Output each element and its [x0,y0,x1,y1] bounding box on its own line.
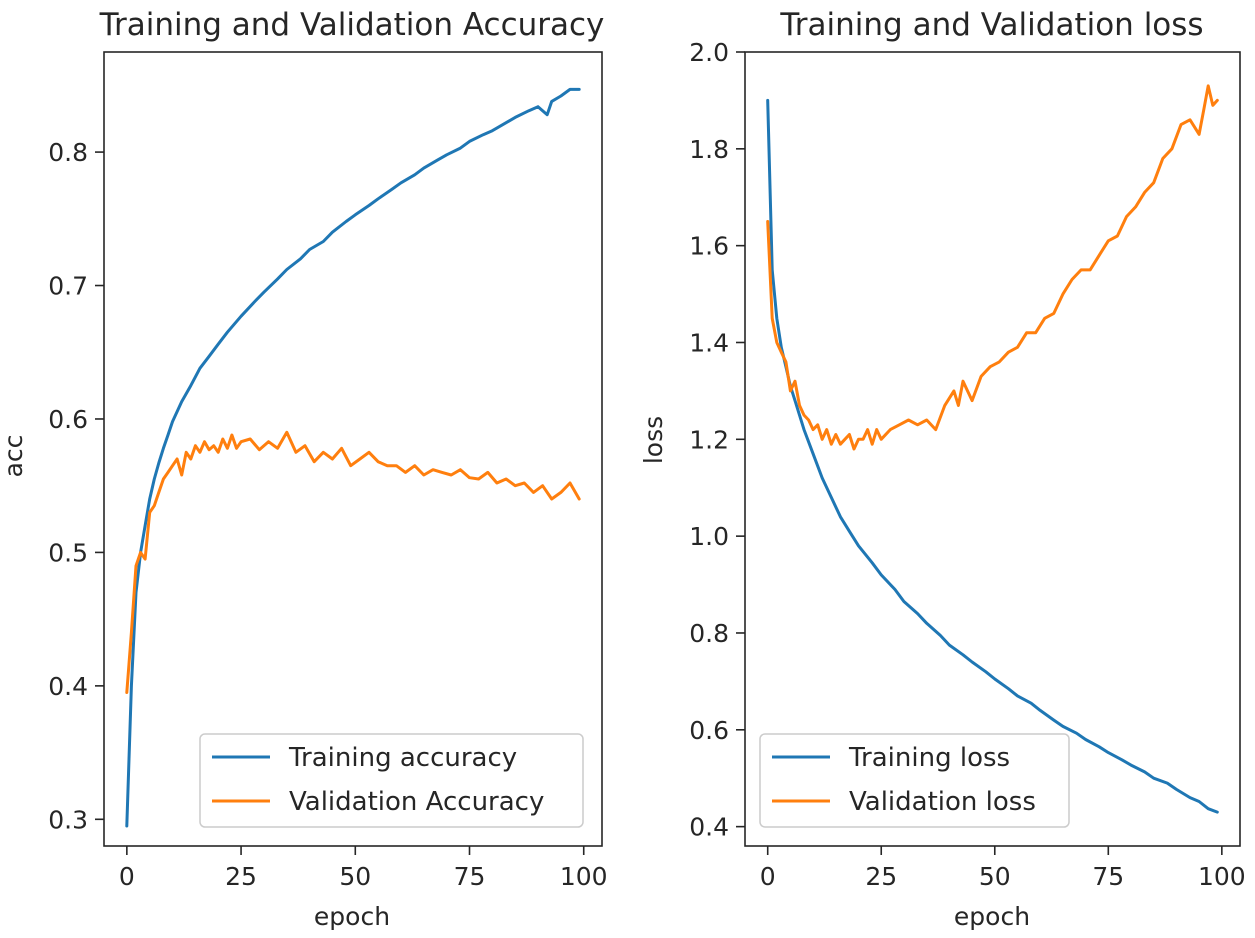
loss-y-axis-label: loss [639,416,668,464]
loss-legend-label-training: Training loss [848,743,1010,773]
loss-chart-title: Training and Validation loss [779,7,1203,43]
accuracy-y-tick-label: 0.6 [48,405,88,434]
loss-x-tick-label: 100 [1198,862,1246,891]
accuracy-x-tick-label: 100 [560,862,608,891]
accuracy-y-tick-label: 0.5 [48,538,88,567]
loss-y-tick-label: 0.6 [689,716,729,745]
loss-x-tick-label: 50 [979,862,1011,891]
loss-y-tick-label: 0.8 [689,619,729,648]
loss-legend-box [759,733,1070,828]
loss-legend-label-validation: Validation loss [849,787,1036,817]
accuracy-y-axis-label: acc [0,435,28,478]
accuracy-x-tick-label: 25 [225,862,257,891]
accuracy-x-tick-label: 50 [339,862,371,891]
loss-y-tick-label: 2.0 [689,38,729,67]
accuracy-series-validation-line [125,430,581,694]
loss-series-training-line [766,98,1219,814]
loss-x-tick-label: 75 [1092,862,1124,891]
accuracy-legend-label-validation: Validation Accuracy [289,787,544,817]
loss-x-tick-label: 25 [865,862,897,891]
loss-y-tick-label: 1.0 [689,522,729,551]
loss-axes-frame [744,51,1241,847]
accuracy-x-axis-label: epoch [314,902,390,931]
loss-y-tick-label: 0.4 [689,813,729,842]
accuracy-axes-frame [103,51,603,847]
loss-chart: Training and Validation loss epoch loss … [639,7,1246,931]
accuracy-y-tick-label: 0.8 [48,138,88,167]
accuracy-legend-label-training: Training accuracy [288,743,517,773]
loss-y-tick-label: 1.6 [689,232,729,261]
accuracy-x-tick-label: 75 [454,862,486,891]
loss-series-validation-line [766,84,1219,451]
loss-y-tick-label: 1.8 [689,135,729,164]
loss-y-tick-label: 1.2 [689,425,729,454]
accuracy-chart-title: Training and Validation Accuracy [99,7,605,43]
loss-y-tick-label: 1.4 [689,328,729,357]
accuracy-chart: Training and Validation Accuracy epoch a… [0,7,608,931]
loss-x-tick-label: 0 [760,862,776,891]
accuracy-y-tick-label: 0.3 [48,805,88,834]
accuracy-y-tick-label: 0.7 [48,272,88,301]
accuracy-y-tick-label: 0.4 [48,672,88,701]
loss-x-axis-label: epoch [954,902,1030,931]
accuracy-legend-box [199,733,584,828]
accuracy-series-training-line [125,87,581,828]
accuracy-x-tick-label: 0 [119,862,135,891]
